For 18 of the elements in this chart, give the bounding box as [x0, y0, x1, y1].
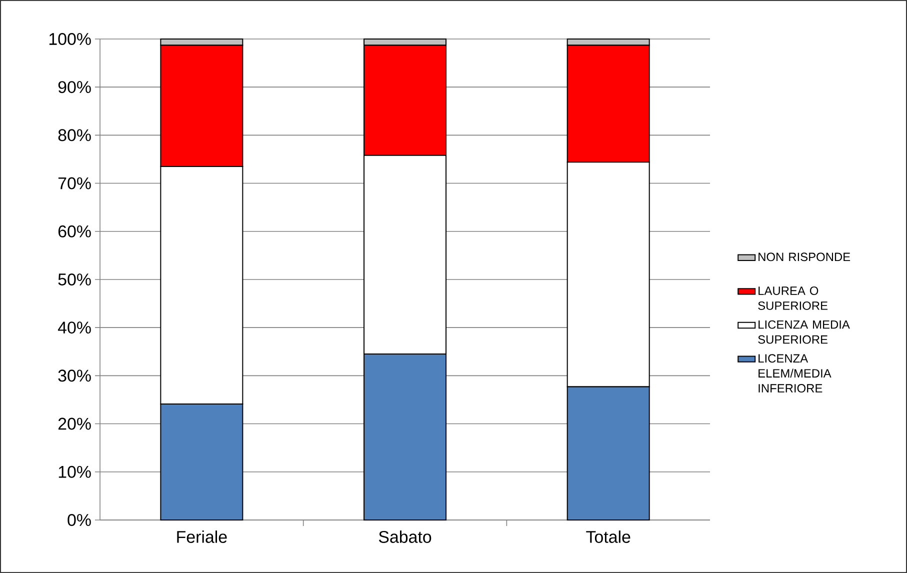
- x-tick-label: Sabato: [378, 530, 432, 543]
- legend-label: LICENZA ELEM/MEDIA INFERIORE: [758, 354, 832, 393]
- y-tick-label: 80%: [58, 129, 91, 142]
- legend-label: LICENZA MEDIA SUPERIORE: [758, 320, 850, 344]
- y-tick-label: 100%: [49, 32, 91, 45]
- y-tick-label: 70%: [58, 177, 91, 190]
- y-tick-label: 90%: [58, 81, 91, 94]
- legend-label: LAUREA O SUPERIORE: [758, 286, 828, 310]
- y-tick-label: 10%: [58, 466, 91, 478]
- y-tick-label: 0%: [68, 514, 91, 526]
- y-tick-label: 60%: [58, 225, 91, 238]
- y-tick-label: 20%: [58, 418, 91, 430]
- y-tick-label: 30%: [58, 370, 91, 382]
- x-tick-label: Totale: [586, 530, 630, 543]
- x-tick-label: Feriale: [177, 530, 227, 543]
- y-tick-label: 50%: [58, 273, 91, 286]
- y-tick-label: 40%: [58, 322, 91, 334]
- legend-label: NON RISPONDE: [758, 252, 850, 262]
